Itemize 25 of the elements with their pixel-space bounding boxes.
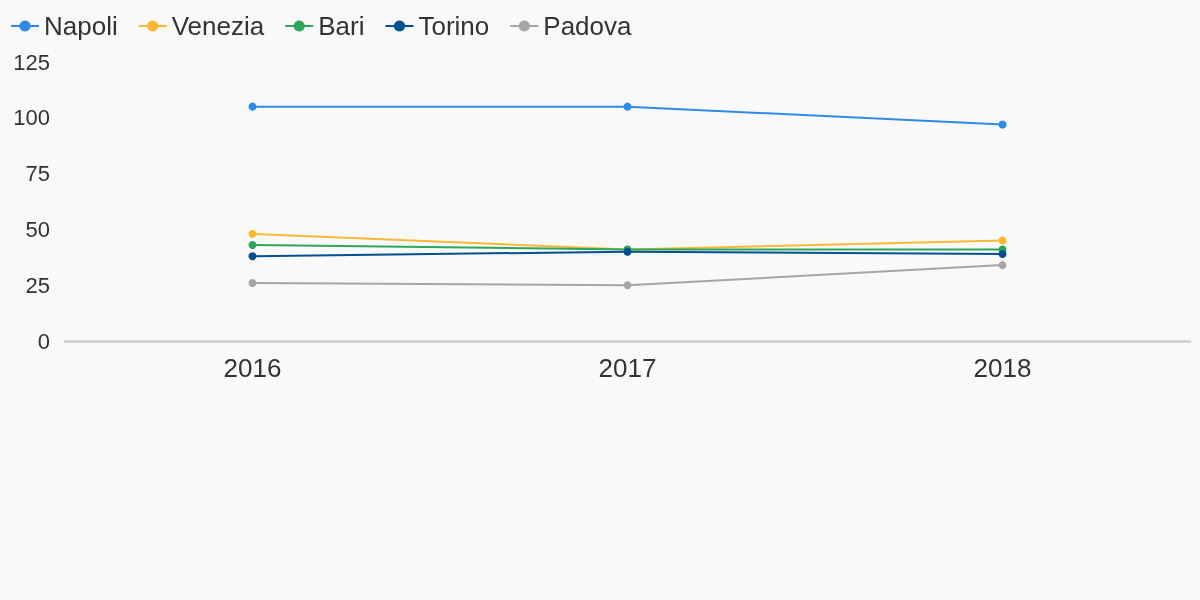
point [623, 281, 632, 290]
point [998, 236, 1007, 245]
x-tick-label: 2018 [973, 353, 1032, 383]
point [248, 102, 257, 111]
point [998, 120, 1007, 129]
y-tick-label: 75 [25, 161, 50, 187]
point [248, 229, 257, 238]
point [248, 278, 257, 287]
y-tick-label: 50 [25, 216, 50, 242]
legend-label: Venezia [171, 11, 265, 41]
y-tick-label: 25 [25, 272, 50, 298]
y-tick-label: 0 [37, 328, 50, 354]
y-tick-label: 100 [13, 105, 50, 131]
point [623, 102, 632, 111]
point [248, 241, 257, 250]
x-tick-label: 2016 [223, 353, 282, 383]
point [998, 261, 1007, 270]
legend-label: Torino [418, 11, 490, 41]
point [998, 249, 1007, 258]
legend-label: Padova [543, 11, 632, 41]
x-tick-label: 2017 [598, 353, 657, 383]
point [248, 252, 257, 261]
legend-label: Bari [318, 11, 365, 41]
y-tick-label: 125 [13, 49, 50, 75]
legend-label: Napoli [44, 11, 118, 41]
